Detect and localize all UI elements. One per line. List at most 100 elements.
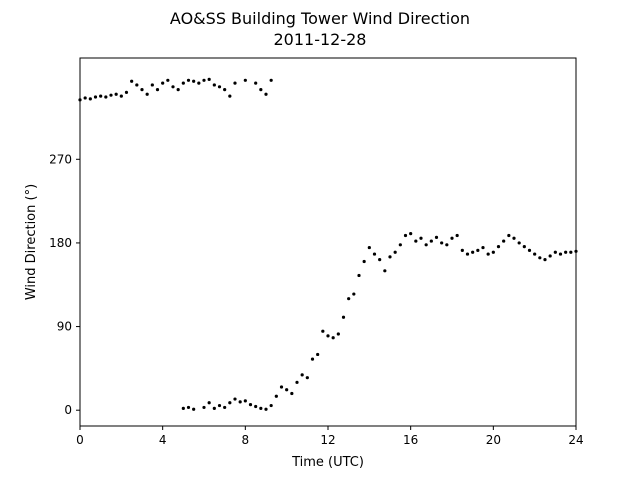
y-tick-label: 180 bbox=[49, 236, 72, 250]
data-point bbox=[512, 236, 516, 240]
data-point bbox=[130, 79, 134, 83]
data-point bbox=[326, 334, 330, 338]
data-point bbox=[450, 236, 454, 240]
data-point bbox=[202, 405, 206, 410]
y-tick-label: 0 bbox=[64, 403, 72, 417]
chart-title: AO&SS Building Tower Wind Direction bbox=[170, 9, 470, 28]
data-point bbox=[486, 252, 490, 256]
data-point bbox=[171, 85, 175, 89]
x-tick-label: 16 bbox=[403, 433, 418, 447]
data-point bbox=[109, 93, 113, 97]
data-point bbox=[150, 83, 154, 87]
data-point bbox=[93, 95, 98, 99]
data-point bbox=[362, 259, 366, 264]
data-point bbox=[155, 87, 160, 92]
data-point bbox=[223, 87, 227, 92]
data-point bbox=[243, 399, 247, 403]
data-point bbox=[393, 250, 397, 254]
data-point bbox=[228, 94, 232, 98]
x-tick-label: 12 bbox=[320, 433, 335, 447]
data-point bbox=[254, 81, 258, 85]
data-point bbox=[471, 250, 475, 254]
data-point bbox=[274, 394, 278, 398]
data-point bbox=[217, 403, 222, 408]
data-point bbox=[186, 78, 191, 82]
data-point bbox=[181, 81, 185, 85]
plot-area-frame bbox=[79, 57, 577, 427]
data-point bbox=[264, 92, 268, 96]
data-point bbox=[527, 248, 532, 252]
data-point bbox=[522, 245, 526, 249]
data-point bbox=[409, 232, 413, 236]
data-points bbox=[78, 77, 578, 411]
data-point bbox=[254, 404, 258, 409]
data-point bbox=[347, 297, 351, 301]
data-point bbox=[424, 243, 428, 247]
y-axis-label: Wind Direction (°) bbox=[24, 184, 39, 300]
data-point bbox=[228, 401, 232, 405]
data-point bbox=[285, 388, 289, 392]
data-point bbox=[248, 403, 253, 407]
data-point bbox=[207, 77, 211, 81]
data-point bbox=[460, 248, 464, 252]
data-point bbox=[440, 241, 444, 245]
data-point bbox=[114, 92, 118, 96]
x-tick-label: 0 bbox=[76, 433, 84, 447]
data-point bbox=[88, 97, 92, 101]
data-point bbox=[548, 254, 552, 258]
data-point bbox=[264, 407, 268, 411]
data-point bbox=[533, 252, 537, 256]
data-point bbox=[207, 401, 211, 405]
data-point bbox=[290, 391, 294, 396]
data-point bbox=[259, 406, 263, 410]
data-point bbox=[553, 250, 557, 254]
data-point bbox=[192, 407, 196, 411]
data-point bbox=[496, 245, 501, 249]
data-point bbox=[434, 235, 439, 239]
data-point bbox=[145, 92, 149, 96]
data-point bbox=[233, 81, 237, 85]
data-point bbox=[259, 87, 263, 92]
data-point bbox=[429, 239, 433, 243]
data-point bbox=[465, 252, 470, 256]
data-point bbox=[186, 405, 191, 410]
data-point bbox=[414, 239, 418, 243]
data-point bbox=[481, 245, 485, 250]
data-point bbox=[336, 332, 340, 336]
data-point bbox=[269, 403, 273, 408]
data-point bbox=[455, 233, 459, 238]
data-point bbox=[445, 243, 449, 247]
y-tick-label: 270 bbox=[49, 152, 72, 166]
x-tick-label: 24 bbox=[568, 433, 583, 447]
data-point bbox=[403, 233, 408, 238]
data-point bbox=[419, 236, 423, 240]
data-point bbox=[192, 79, 196, 83]
data-point bbox=[507, 233, 511, 238]
data-point bbox=[238, 400, 242, 404]
data-point bbox=[223, 405, 227, 410]
data-point bbox=[491, 250, 495, 254]
data-point bbox=[331, 336, 335, 340]
data-point bbox=[564, 250, 568, 254]
data-point bbox=[378, 258, 382, 262]
data-point bbox=[558, 252, 563, 256]
data-point bbox=[217, 85, 222, 89]
data-point bbox=[305, 376, 309, 380]
data-point bbox=[316, 352, 320, 357]
data-point bbox=[295, 380, 299, 384]
data-point bbox=[352, 292, 356, 296]
data-point bbox=[517, 241, 521, 245]
x-axis-label: Time (UTC) bbox=[291, 455, 364, 470]
x-tick-label: 20 bbox=[486, 433, 501, 447]
data-point bbox=[104, 95, 108, 99]
data-point bbox=[140, 87, 144, 92]
y-tick-label: 90 bbox=[57, 320, 72, 334]
data-point bbox=[161, 81, 165, 85]
x-tick-label: 4 bbox=[159, 433, 167, 447]
data-point bbox=[279, 385, 284, 389]
data-point bbox=[357, 273, 361, 278]
data-point bbox=[310, 357, 315, 361]
data-point bbox=[124, 90, 129, 94]
data-point bbox=[269, 78, 273, 82]
